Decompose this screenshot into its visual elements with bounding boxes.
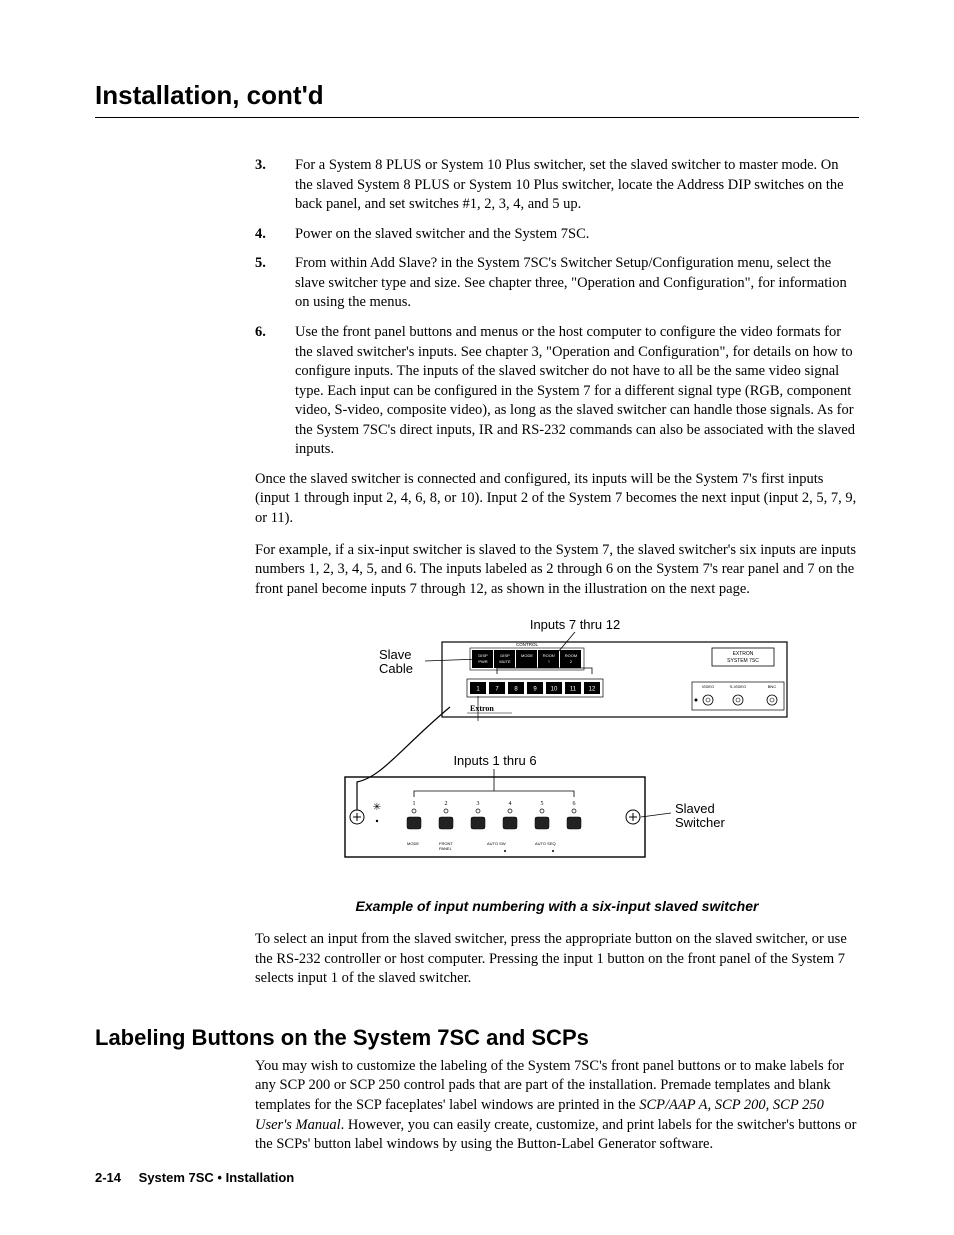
paragraph: You may wish to customize the labeling o… [255,1057,859,1155]
svg-text:MODE: MODE [407,841,419,846]
main-content: 3. For a System 8 PLUS or System 10 Plus… [255,156,859,989]
paragraph: For example, if a six-input switcher is … [255,541,859,600]
svg-text:6: 6 [573,801,576,807]
svg-text:Cable: Cable [379,661,413,676]
svg-text:MUTE: MUTE [499,659,511,664]
step-4: 4. Power on the slaved switcher and the … [255,225,859,245]
step-number: 6. [255,323,295,460]
svg-text:Switcher: Switcher [675,815,726,830]
step-6: 6. Use the front panel buttons and menus… [255,323,859,460]
step-number: 5. [255,254,295,313]
svg-text:ROOM: ROOM [565,653,577,658]
page-heading: Installation, cont'd [95,80,859,118]
svg-text:S-VIDEO: S-VIDEO [730,684,746,689]
diagram-svg: Inputs 7 thru 12CONTROLDISPPWRDISPMUTEMO… [317,617,797,887]
paragraph: To select an input from the slaved switc… [255,930,859,989]
svg-text:12: 12 [589,687,596,693]
step-body: For a System 8 PLUS or System 10 Plus sw… [295,156,859,215]
svg-text:11: 11 [570,687,577,693]
svg-text:Slave: Slave [379,647,412,662]
text-run: . However, you can easily create, custom… [255,1117,856,1153]
step-5: 5. From within Add Slave? in the System … [255,254,859,313]
svg-text:SYSTEM 7SC: SYSTEM 7SC [727,658,759,664]
svg-text:✳: ✳ [373,802,381,813]
step-body: From within Add Slave? in the System 7SC… [295,254,859,313]
svg-text:3: 3 [477,801,480,807]
svg-text:4: 4 [509,801,512,807]
page-number: 2-14 [95,1170,121,1185]
figure-caption: Example of input numbering with a six-in… [255,897,859,916]
svg-text:Inputs 1 thru 6: Inputs 1 thru 6 [453,753,536,768]
svg-text:AUTO SW: AUTO SW [487,841,506,846]
svg-text:Inputs 7 thru 12: Inputs 7 thru 12 [530,617,620,632]
svg-text:PANEL: PANEL [439,846,453,851]
step-body: Power on the slaved switcher and the Sys… [295,225,859,245]
step-3: 3. For a System 8 PLUS or System 10 Plus… [255,156,859,215]
svg-text:2: 2 [445,801,448,807]
svg-text:AUTO SEQ: AUTO SEQ [535,841,556,846]
paragraph: Once the slaved switcher is connected an… [255,470,859,529]
svg-text:5: 5 [541,801,544,807]
svg-text:VIDEO: VIDEO [702,684,714,689]
svg-text:Slaved: Slaved [675,801,715,816]
step-body: Use the front panel buttons and menus or… [295,323,859,460]
footer-section: System 7SC • Installation [139,1170,295,1185]
page-footer: 2-14 System 7SC • Installation [95,1170,294,1185]
figure: Inputs 7 thru 12CONTROLDISPPWRDISPMUTEMO… [255,617,859,916]
svg-text:BNC: BNC [768,684,777,689]
svg-text:CONTROL: CONTROL [516,642,538,647]
svg-text:PWR: PWR [478,659,487,664]
step-number: 4. [255,225,295,245]
section-heading: Labeling Buttons on the System 7SC and S… [95,1025,859,1051]
svg-text:1: 1 [413,801,416,807]
svg-text:DISP: DISP [500,653,510,658]
step-number: 3. [255,156,295,215]
section-body: You may wish to customize the labeling o… [255,1057,859,1155]
svg-text:10: 10 [551,687,558,693]
svg-text:EXTRON: EXTRON [733,651,754,657]
svg-text:Extron: Extron [470,704,494,713]
svg-text:MODE: MODE [521,653,533,658]
svg-text:DISP: DISP [478,653,488,658]
